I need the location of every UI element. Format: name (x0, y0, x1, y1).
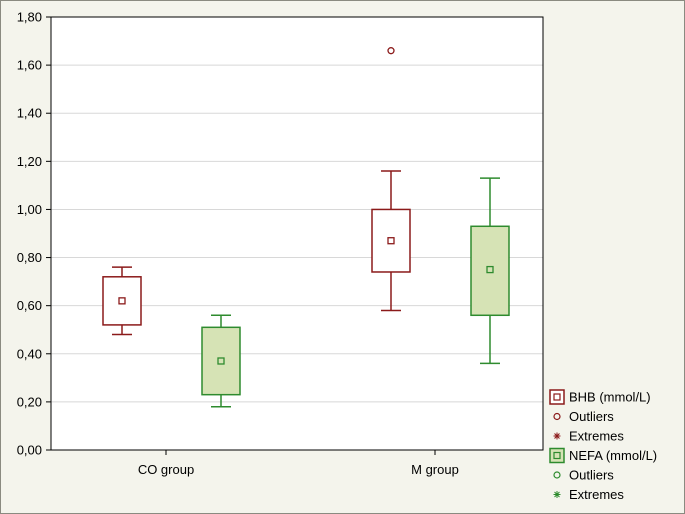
plot-border (50, 16, 544, 451)
y-tick-label: 1,20 (17, 154, 42, 169)
box-iqr (201, 326, 241, 396)
y-tick-label: 0,60 (17, 298, 42, 313)
y-tick-label: 1,80 (17, 10, 42, 25)
box-iqr (371, 208, 411, 273)
median-marker (217, 357, 225, 365)
median-marker (486, 265, 494, 274)
legend-box-icon (549, 447, 565, 464)
outlier-point (387, 47, 395, 55)
box-iqr (470, 225, 510, 317)
legend-box-icon (549, 389, 565, 405)
legend-label: BHB (mmol/L) (569, 390, 651, 405)
median-marker (118, 297, 126, 305)
legend-outlier-icon (553, 471, 561, 479)
y-tick-label: 0,80 (17, 250, 42, 265)
y-tick-label: 0,40 (17, 346, 42, 361)
legend-extreme-stroke (554, 433, 560, 439)
box-iqr (102, 276, 142, 326)
legend-label: NEFA (mmol/L) (569, 448, 657, 463)
legend-label: Extremes (569, 429, 624, 444)
legend-extreme-icon (553, 432, 561, 440)
median-marker (387, 237, 395, 245)
y-tick-label: 1,60 (17, 58, 42, 73)
legend-median-icon (553, 393, 561, 401)
legend-label: Extremes (569, 487, 624, 502)
x-tick-label: M group (411, 462, 459, 477)
y-tick-label: 1,00 (17, 202, 42, 217)
legend-label: Outliers (569, 409, 614, 424)
legend-extreme-icon (553, 491, 561, 498)
legend-label: Outliers (569, 468, 614, 483)
y-tick-label: 0,20 (17, 394, 42, 409)
y-tick-label: 1,40 (17, 106, 42, 121)
y-tick-label: 0,00 (17, 443, 42, 458)
plot-area (51, 17, 543, 450)
legend-extreme-stroke (554, 491, 560, 498)
legend-median-icon (553, 451, 561, 460)
legend-outlier-icon (553, 412, 561, 421)
x-tick-label: CO group (138, 462, 194, 477)
